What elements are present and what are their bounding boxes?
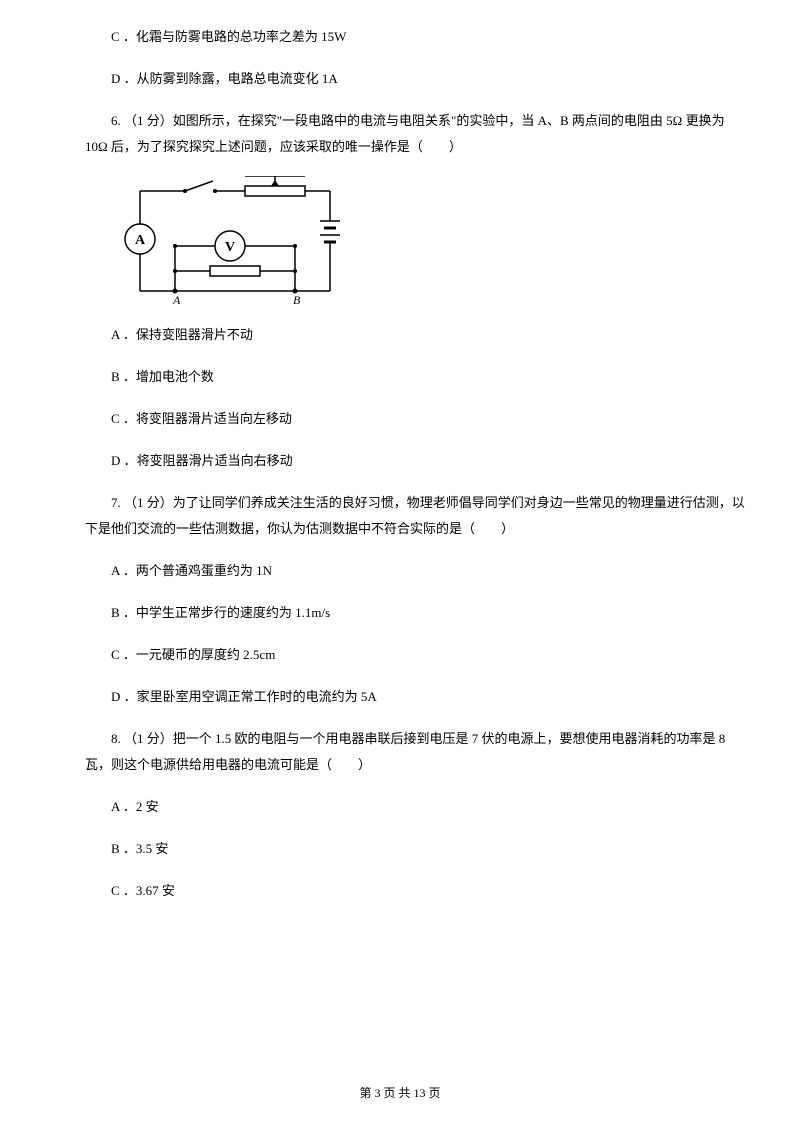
- q7-option-d: D ．家里卧室用空调正常工作时的电流约为 5A: [85, 684, 745, 710]
- q6-option-b: B ．增加电池个数: [85, 364, 745, 390]
- circuit-diagram: A A B V: [115, 176, 745, 306]
- voltmeter-label: V: [225, 240, 235, 255]
- q7-option-b: B ．中学生正常步行的速度约为 1.1m/s: [85, 600, 745, 626]
- footer-mid: 页 共: [380, 1086, 413, 1100]
- point-a-label: A: [172, 293, 181, 306]
- q8-stem: 8. （1 分）把一个 1.5 欧的电阻与一个用电器串联后接到电压是 7 伏的电…: [85, 726, 745, 778]
- q6-option-a: A ．保持变阻器滑片不动: [85, 322, 745, 348]
- q5-option-c: C ．化霜与防雾电路的总功率之差为 15W: [85, 24, 745, 50]
- footer-prefix: 第: [359, 1086, 374, 1100]
- q6-option-d: D ．将变阻器滑片适当向右移动: [85, 448, 745, 474]
- q7-option-a: A ．两个普通鸡蛋重约为 1N: [85, 558, 745, 584]
- footer-suffix: 页: [426, 1086, 441, 1100]
- q7-option-c: C ．一元硬币的厚度约 2.5cm: [85, 642, 745, 668]
- point-b-label: B: [293, 293, 301, 306]
- footer-total: 13: [414, 1086, 426, 1100]
- q5-option-d: D ．从防雾到除露，电路总电流变化 1A: [85, 66, 745, 92]
- page-footer: 第 3 页 共 13 页: [0, 1084, 800, 1102]
- ammeter-label: A: [135, 233, 146, 248]
- q7-stem: 7. （1 分）为了让同学们养成关注生活的良好习惯，物理老师倡导同学们对身边一些…: [85, 490, 745, 542]
- q8-option-a: A ．2 安: [85, 794, 745, 820]
- q8-option-c: C ．3.67 安: [85, 878, 745, 904]
- q6-stem: 6. （1 分）如图所示，在探究"一段电路中的电流与电阻关系"的实验中，当 A、…: [85, 108, 745, 160]
- q8-option-b: B ．3.5 安: [85, 836, 745, 862]
- q6-option-c: C ．将变阻器滑片适当向左移动: [85, 406, 745, 432]
